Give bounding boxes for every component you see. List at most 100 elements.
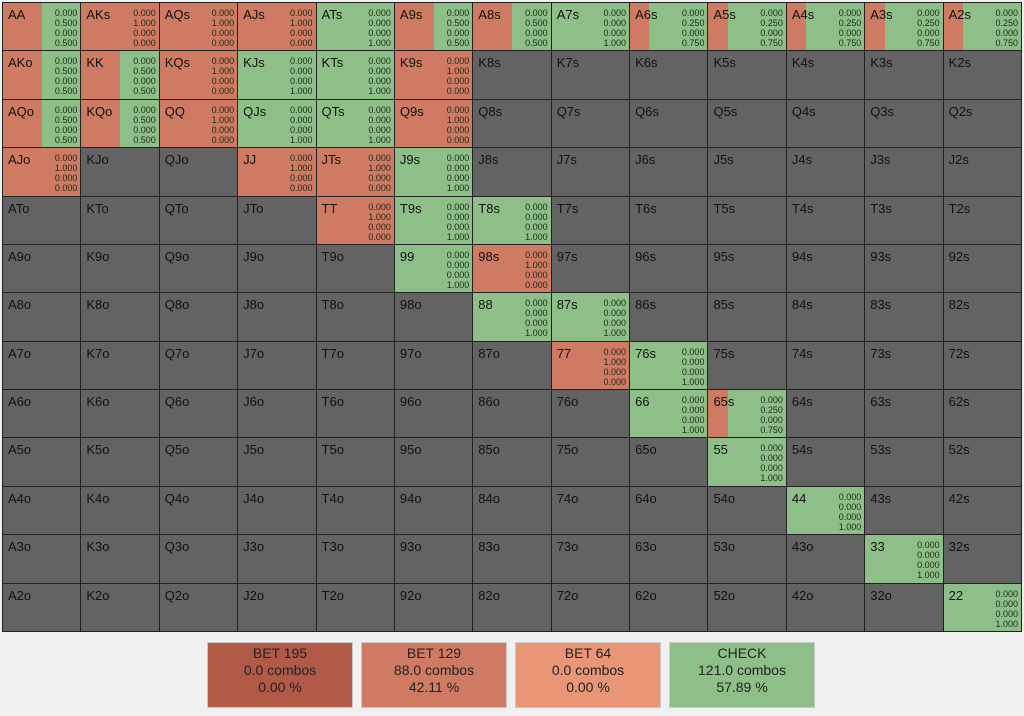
- hand-cell-97o[interactable]: 97o: [394, 341, 473, 390]
- hand-cell-K3o[interactable]: K3o: [81, 535, 159, 583]
- hand-cell-ATo[interactable]: ATo: [3, 196, 81, 244]
- hand-cell-53o[interactable]: 53o: [708, 535, 786, 583]
- hand-cell-J8o[interactable]: J8o: [238, 293, 316, 341]
- hand-cell-98o[interactable]: 98o: [394, 293, 473, 341]
- hand-cell-33[interactable]: 33 0.000 0.000 0.000 1.000: [865, 535, 943, 583]
- hand-cell-AQo[interactable]: AQo 0.000 0.500 0.000 0.500: [3, 99, 81, 148]
- hand-cell-QTo[interactable]: QTo: [159, 196, 238, 244]
- hand-cell-KQs[interactable]: KQs 0.000 1.000 0.000 0.000: [159, 51, 238, 99]
- hand-cell-QTs[interactable]: QTs 0.000 0.000 0.000 1.000: [316, 99, 394, 148]
- hand-cell-Q5o[interactable]: Q5o: [159, 438, 238, 486]
- hand-cell-AKo[interactable]: AKo 0.000 0.500 0.000 0.500: [3, 51, 81, 99]
- hand-cell-AKs[interactable]: AKs 0.000 1.000 0.000 0.000: [81, 3, 159, 51]
- hand-cell-K5s[interactable]: K5s: [708, 51, 786, 99]
- hand-cell-K7o[interactable]: K7o: [81, 341, 159, 390]
- hand-cell-Q3o[interactable]: Q3o: [159, 535, 238, 583]
- hand-cell-72o[interactable]: 72o: [551, 583, 630, 631]
- hand-cell-92o[interactable]: 92o: [394, 583, 473, 631]
- hand-cell-76o[interactable]: 76o: [551, 390, 630, 438]
- hand-cell-A5s[interactable]: A5s 0.000 0.250 0.000 0.750: [708, 3, 786, 51]
- hand-cell-J2s[interactable]: J2s: [943, 148, 1021, 196]
- hand-cell-A3o[interactable]: A3o: [3, 535, 81, 583]
- hand-cell-KK[interactable]: KK 0.000 0.500 0.000 0.500: [81, 51, 159, 99]
- hand-cell-T4s[interactable]: T4s: [786, 196, 865, 244]
- hand-cell-T3o[interactable]: T3o: [316, 535, 394, 583]
- hand-cell-T7s[interactable]: T7s: [551, 196, 630, 244]
- hand-cell-96s[interactable]: 96s: [630, 244, 708, 293]
- hand-cell-86s[interactable]: 86s: [630, 293, 708, 341]
- hand-cell-A3s[interactable]: A3s 0.000 0.250 0.000 0.750: [865, 3, 943, 51]
- hand-cell-32s[interactable]: 32s: [943, 535, 1021, 583]
- hand-cell-82s[interactable]: 82s: [943, 293, 1021, 341]
- hand-cell-T5s[interactable]: T5s: [708, 196, 786, 244]
- hand-cell-T8o[interactable]: T8o: [316, 293, 394, 341]
- hand-cell-55[interactable]: 55 0.000 0.000 0.000 1.000: [708, 438, 786, 486]
- hand-cell-T6s[interactable]: T6s: [630, 196, 708, 244]
- hand-cell-72s[interactable]: 72s: [943, 341, 1021, 390]
- hand-cell-65o[interactable]: 65o: [630, 438, 708, 486]
- hand-cell-63o[interactable]: 63o: [630, 535, 708, 583]
- hand-cell-J9s[interactable]: J9s 0.000 0.000 0.000 1.000: [394, 148, 473, 196]
- hand-cell-97s[interactable]: 97s: [551, 244, 630, 293]
- hand-cell-K2o[interactable]: K2o: [81, 583, 159, 631]
- hand-cell-98s[interactable]: 98s 0.000 1.000 0.000 0.000: [473, 244, 551, 293]
- hand-cell-52o[interactable]: 52o: [708, 583, 786, 631]
- hand-cell-T2o[interactable]: T2o: [316, 583, 394, 631]
- hand-cell-73s[interactable]: 73s: [865, 341, 943, 390]
- hand-cell-A8o[interactable]: A8o: [3, 293, 81, 341]
- hand-cell-JJ[interactable]: JJ 0.000 1.000 0.000 0.000: [238, 148, 316, 196]
- hand-cell-T2s[interactable]: T2s: [943, 196, 1021, 244]
- hand-cell-K3s[interactable]: K3s: [865, 51, 943, 99]
- hand-cell-54s[interactable]: 54s: [786, 438, 865, 486]
- hand-cell-77[interactable]: 77 0.000 1.000 0.000 0.000: [551, 341, 630, 390]
- hand-cell-K9s[interactable]: K9s 0.000 1.000 0.000 0.000: [394, 51, 473, 99]
- hand-cell-87o[interactable]: 87o: [473, 341, 551, 390]
- hand-cell-64o[interactable]: 64o: [630, 486, 708, 535]
- hand-cell-AJs[interactable]: AJs 0.000 1.000 0.000 0.000: [238, 3, 316, 51]
- hand-cell-74o[interactable]: 74o: [551, 486, 630, 535]
- hand-cell-85o[interactable]: 85o: [473, 438, 551, 486]
- hand-cell-Q6s[interactable]: Q6s: [630, 99, 708, 148]
- hand-cell-K6o[interactable]: K6o: [81, 390, 159, 438]
- hand-cell-Q4s[interactable]: Q4s: [786, 99, 865, 148]
- hand-cell-QJs[interactable]: QJs 0.000 0.000 0.000 1.000: [238, 99, 316, 148]
- hand-cell-64s[interactable]: 64s: [786, 390, 865, 438]
- hand-cell-JTs[interactable]: JTs 0.000 1.000 0.000 0.000: [316, 148, 394, 196]
- hand-cell-A6s[interactable]: A6s 0.000 0.250 0.000 0.750: [630, 3, 708, 51]
- hand-cell-A5o[interactable]: A5o: [3, 438, 81, 486]
- hand-cell-Q5s[interactable]: Q5s: [708, 99, 786, 148]
- hand-cell-88[interactable]: 88 0.000 0.000 0.000 1.000: [473, 293, 551, 341]
- hand-cell-96o[interactable]: 96o: [394, 390, 473, 438]
- hand-cell-93o[interactable]: 93o: [394, 535, 473, 583]
- hand-cell-T6o[interactable]: T6o: [316, 390, 394, 438]
- hand-cell-Q9s[interactable]: Q9s 0.000 1.000 0.000 0.000: [394, 99, 473, 148]
- hand-cell-J9o[interactable]: J9o: [238, 244, 316, 293]
- hand-cell-63s[interactable]: 63s: [865, 390, 943, 438]
- hand-cell-J7o[interactable]: J7o: [238, 341, 316, 390]
- hand-cell-KQo[interactable]: KQo 0.000 0.500 0.000 0.500: [81, 99, 159, 148]
- hand-cell-94o[interactable]: 94o: [394, 486, 473, 535]
- hand-cell-Q7o[interactable]: Q7o: [159, 341, 238, 390]
- hand-cell-83s[interactable]: 83s: [865, 293, 943, 341]
- hand-cell-84s[interactable]: 84s: [786, 293, 865, 341]
- hand-cell-A9o[interactable]: A9o: [3, 244, 81, 293]
- hand-cell-87s[interactable]: 87s 0.000 0.000 0.000 1.000: [551, 293, 630, 341]
- hand-cell-Q7s[interactable]: Q7s: [551, 99, 630, 148]
- hand-cell-J3o[interactable]: J3o: [238, 535, 316, 583]
- hand-cell-99[interactable]: 99 0.000 0.000 0.000 1.000: [394, 244, 473, 293]
- hand-cell-83o[interactable]: 83o: [473, 535, 551, 583]
- hand-cell-73o[interactable]: 73o: [551, 535, 630, 583]
- hand-cell-K7s[interactable]: K7s: [551, 51, 630, 99]
- hand-cell-A8s[interactable]: A8s 0.000 0.500 0.000 0.500: [473, 3, 551, 51]
- hand-cell-A9s[interactable]: A9s 0.000 0.500 0.000 0.500: [394, 3, 473, 51]
- hand-cell-66[interactable]: 66 0.000 0.000 0.000 1.000: [630, 390, 708, 438]
- hand-cell-TT[interactable]: TT 0.000 1.000 0.000 0.000: [316, 196, 394, 244]
- hand-cell-62s[interactable]: 62s: [943, 390, 1021, 438]
- hand-cell-65s[interactable]: 65s 0.000 0.250 0.000 0.750: [708, 390, 786, 438]
- hand-cell-K9o[interactable]: K9o: [81, 244, 159, 293]
- hand-cell-J6s[interactable]: J6s: [630, 148, 708, 196]
- hand-cell-Q9o[interactable]: Q9o: [159, 244, 238, 293]
- hand-cell-43s[interactable]: 43s: [865, 486, 943, 535]
- hand-cell-K2s[interactable]: K2s: [943, 51, 1021, 99]
- hand-cell-QJo[interactable]: QJo: [159, 148, 238, 196]
